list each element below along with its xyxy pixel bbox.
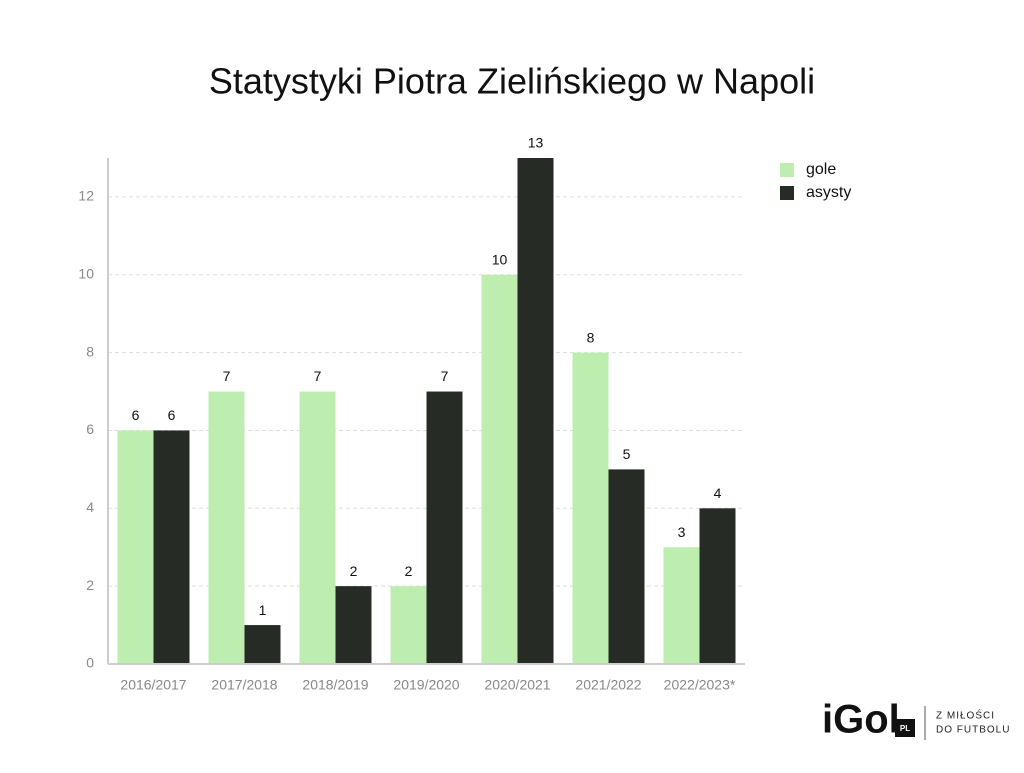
x-tick-label: 2017/2018	[211, 677, 277, 693]
y-tick-label: 10	[78, 265, 94, 281]
value-label: 1	[259, 602, 267, 618]
bar	[426, 391, 463, 664]
x-tick-label: 2016/2017	[120, 677, 186, 693]
logo-line: Z MIŁOŚCI	[936, 709, 995, 722]
y-tick-label: 4	[86, 499, 94, 515]
logo-badge	[895, 719, 915, 737]
bar	[390, 586, 427, 664]
value-label: 7	[441, 368, 449, 384]
logo: iGol PL Z MIŁOŚCI DO FUTBOLU	[822, 698, 1010, 742]
bar	[481, 274, 518, 664]
x-tick-label: 2020/2021	[484, 677, 550, 693]
logo-brand: iGol	[822, 698, 900, 742]
y-tick-label: 2	[86, 577, 94, 593]
legend-swatch	[780, 163, 794, 177]
value-label: 7	[314, 368, 322, 384]
value-label: 13	[528, 135, 544, 151]
bar	[572, 352, 609, 664]
x-tick-label: 2019/2020	[393, 677, 459, 693]
bar	[208, 391, 245, 664]
bar	[699, 508, 736, 664]
legend-label: gole	[806, 161, 836, 178]
value-label: 4	[714, 485, 722, 501]
x-tick-label: 2018/2019	[302, 677, 368, 693]
logo-line: DO FUTBOLU	[936, 725, 1010, 736]
value-label: 7	[223, 368, 231, 384]
y-tick-label: 6	[86, 421, 94, 437]
value-label: 10	[492, 251, 508, 267]
y-tick-label: 8	[86, 343, 94, 359]
value-label: 2	[350, 563, 358, 579]
value-label: 6	[132, 407, 140, 423]
value-label: 5	[623, 446, 631, 462]
x-tick-label: 2022/2023*	[664, 677, 736, 693]
value-label: 6	[168, 407, 176, 423]
y-tick-label: 0	[86, 655, 94, 671]
y-tick-label: 12	[78, 188, 94, 204]
chart-title: Statystyki Piotra Zielińskiego w Napoli	[209, 61, 815, 102]
bar	[335, 586, 372, 664]
bar	[299, 391, 336, 664]
legend-swatch	[780, 186, 794, 200]
value-label: 3	[678, 524, 686, 540]
bar	[117, 430, 154, 664]
bar	[663, 547, 700, 664]
bar	[608, 469, 645, 664]
x-tick-label: 2021/2022	[575, 677, 641, 693]
bar	[153, 430, 190, 664]
bar	[244, 625, 281, 664]
value-label: 2	[405, 563, 413, 579]
value-label: 8	[587, 329, 595, 345]
logo-suffix: PL	[900, 724, 910, 733]
legend-label: asysty	[806, 184, 851, 201]
bar	[517, 158, 554, 664]
